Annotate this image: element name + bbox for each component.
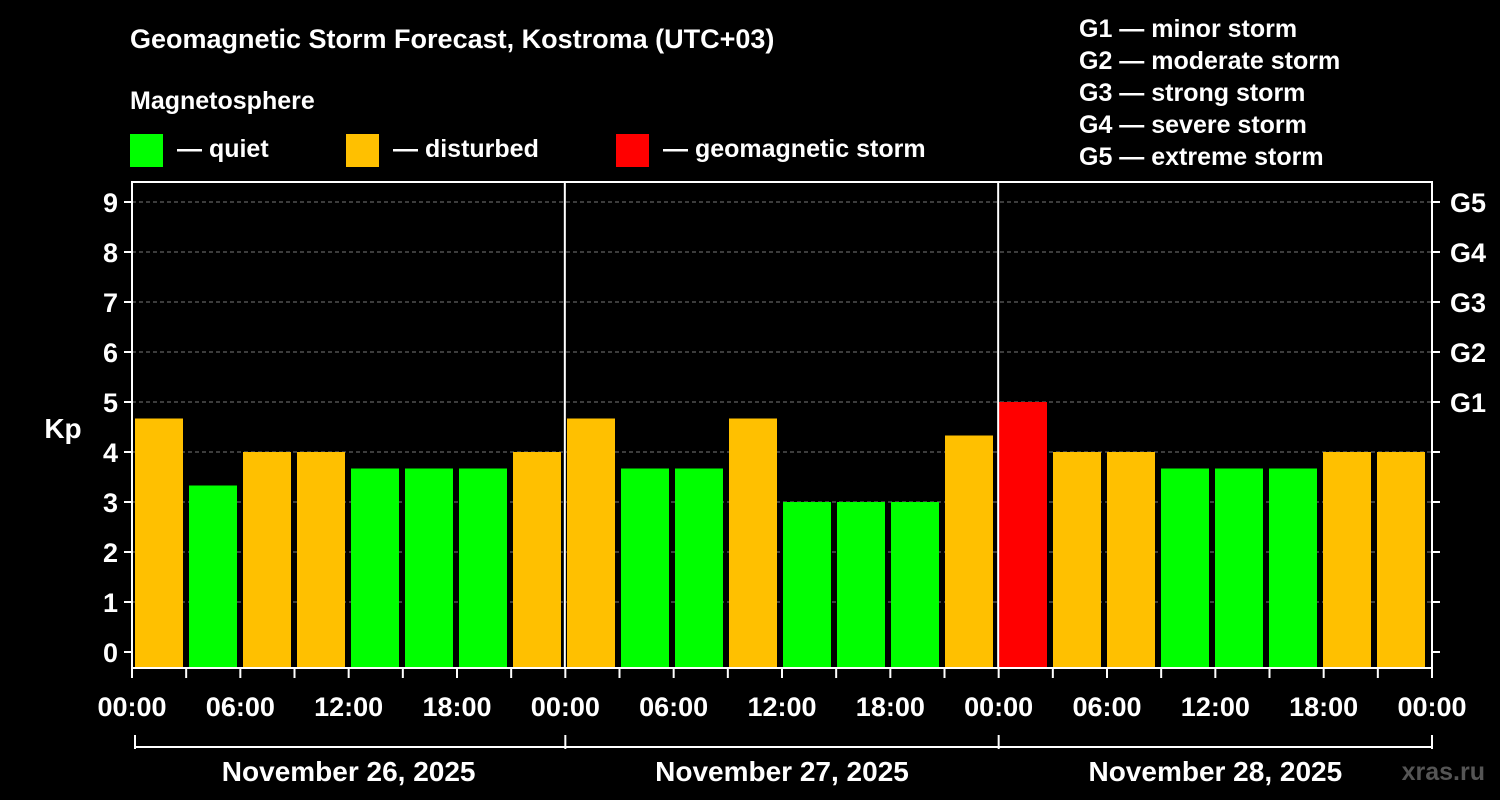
bar-day3-7: [1323, 452, 1371, 668]
storm-scale-g4: G4 — severe storm: [1079, 111, 1307, 139]
bar-day2-7: [891, 502, 939, 668]
legend-swatch-disturbed: [346, 134, 379, 167]
x-tick-label-2: 12:00: [314, 692, 383, 722]
bar-day1-1: [135, 418, 183, 668]
bar-day1-8: [513, 452, 561, 668]
g-label-g3: G3: [1450, 288, 1486, 318]
bar-day3-8: [1377, 452, 1425, 668]
legend-swatch-storm: [616, 134, 649, 167]
bar-day3-5: [1215, 468, 1263, 668]
x-tick-label-3: 18:00: [422, 692, 491, 722]
bar-day2-5: [783, 502, 831, 668]
bar-day1-7: [459, 468, 507, 668]
bar-day2-1: [567, 418, 615, 668]
header: Geomagnetic Storm Forecast, Kostroma (UT…: [130, 15, 1340, 171]
x-tick-label-1: 06:00: [206, 692, 275, 722]
y-tick-label-3: 3: [103, 488, 118, 518]
y-tick-label-7: 7: [103, 288, 118, 318]
bar-day3-2: [1053, 452, 1101, 668]
x-tick-label-9: 06:00: [1072, 692, 1141, 722]
axis-ticks: 0 1 2 3 4 5 6 7 8 9 G1 G2 G3 G4 G5 00:00 06:00 12:00 18:00…: [97, 188, 1486, 787]
x-tick-label-5: 06:00: [639, 692, 708, 722]
bar-day1-2: [189, 485, 237, 668]
bar-day1-4: [297, 452, 345, 668]
y-tick-label-6: 6: [103, 338, 118, 368]
y-tick-label-2: 2: [103, 538, 118, 568]
storm-scale-g3: G3 — strong storm: [1079, 79, 1305, 107]
y-axis-label: Kp: [44, 413, 81, 444]
bar-day3-3: [1107, 452, 1155, 668]
bar-day1-6: [405, 468, 453, 668]
legend-swatch-quiet: [130, 134, 163, 167]
bar-day2-4: [729, 418, 777, 668]
g-label-g4: G4: [1450, 238, 1486, 268]
y-tick-label-1: 1: [103, 588, 118, 618]
legend-label-storm: — geomagnetic storm: [663, 135, 926, 163]
bar-day1-3: [243, 452, 291, 668]
bar-day2-6: [837, 502, 885, 668]
x-tick-label-7: 18:00: [856, 692, 925, 722]
bar-day2-3: [675, 468, 723, 668]
legend-label-quiet: — quiet: [177, 135, 269, 163]
x-tick-label-12: 00:00: [1397, 692, 1466, 722]
x-tick-label-4: 00:00: [531, 692, 600, 722]
chart-title: Geomagnetic Storm Forecast, Kostroma (UT…: [130, 24, 774, 54]
y-tick-label-4: 4: [103, 438, 118, 468]
y-tick-label-0: 0: [103, 638, 118, 668]
x-tick-label-6: 12:00: [747, 692, 816, 722]
x-tick-label-8: 00:00: [964, 692, 1033, 722]
bar-day3-1: [999, 402, 1047, 668]
storm-scale-legend: G1 — minor storm G2 — moderate storm G3 …: [1079, 15, 1340, 171]
bar-day2-2: [621, 468, 669, 668]
y-tick-label-9: 9: [103, 188, 118, 218]
x-tick-label-0: 00:00: [97, 692, 166, 722]
g-label-g2: G2: [1450, 338, 1486, 368]
bar-day3-4: [1161, 468, 1209, 668]
bar-day1-5: [351, 468, 399, 668]
day-label-3: November 28, 2025: [1088, 756, 1342, 787]
legend-label-disturbed: — disturbed: [393, 135, 539, 163]
bar-day3-6: [1269, 468, 1317, 668]
x-tick-label-10: 12:00: [1181, 692, 1250, 722]
legend-heading: Magnetosphere: [130, 87, 315, 115]
bars: [135, 402, 1425, 668]
storm-scale-g5: G5 — extreme storm: [1079, 143, 1324, 171]
storm-scale-g1: G1 — minor storm: [1079, 15, 1297, 43]
x-tick-label-11: 18:00: [1289, 692, 1358, 722]
watermark: xras.ru: [1402, 758, 1485, 786]
g-label-g1: G1: [1450, 388, 1486, 418]
y-tick-label-5: 5: [103, 388, 118, 418]
g-label-g5: G5: [1450, 188, 1486, 218]
bar-day2-8: [945, 435, 993, 668]
day-label-2: November 27, 2025: [655, 756, 909, 787]
day-label-1: November 26, 2025: [222, 756, 476, 787]
y-tick-label-8: 8: [103, 238, 118, 268]
storm-scale-g2: G2 — moderate storm: [1079, 47, 1340, 75]
